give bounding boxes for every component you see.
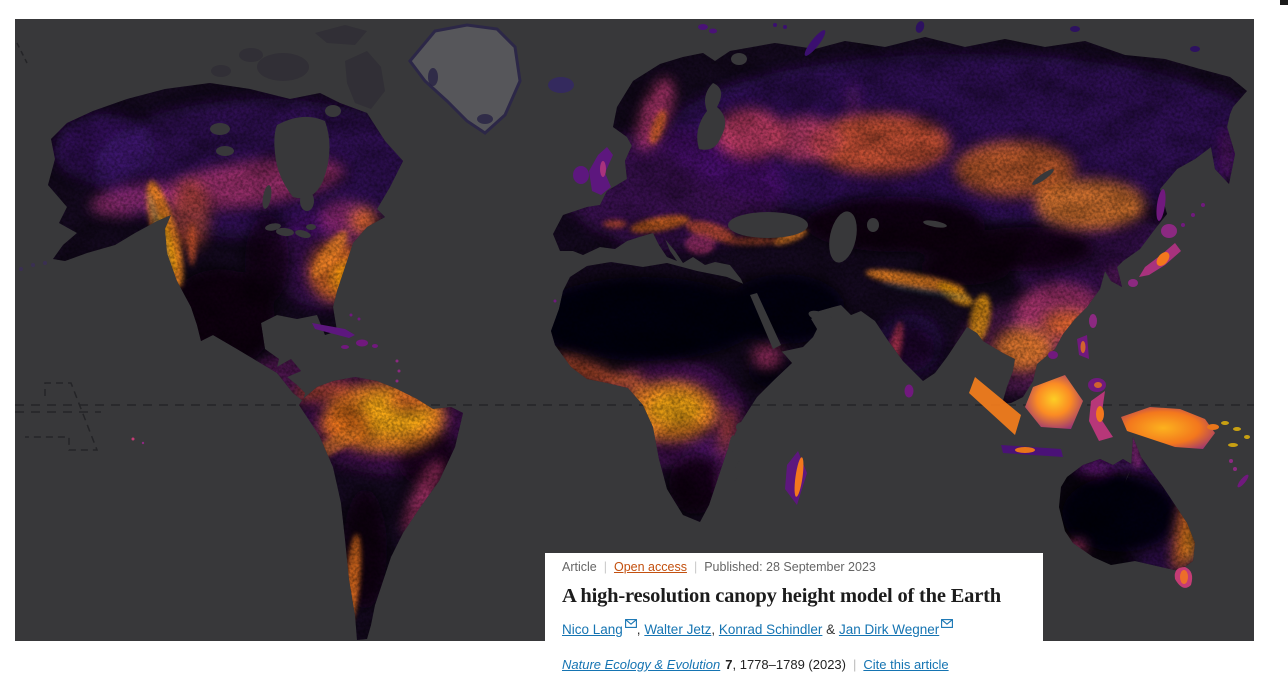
window-edge-artifact [1280,0,1288,5]
author-link[interactable]: Jan Dirk Wegner [839,619,954,637]
email-icon[interactable] [624,619,637,628]
inland-seas [210,53,1054,481]
separator: | [852,657,857,672]
world-canopy-height-map [15,19,1254,641]
volume-number: 7 [725,657,733,672]
open-access-link[interactable]: Open access [613,560,687,574]
email-icon[interactable] [941,619,954,628]
greenland-no-data [408,23,522,135]
separator: | [603,560,607,574]
journal-link[interactable]: Nature Ecology & Evolution [562,657,721,672]
author-separator: , [636,622,645,637]
author-link[interactable]: Konrad Schindler [718,622,823,637]
published-date: Published: 28 September 2023 [704,560,876,574]
landmasses [48,23,1247,640]
author-list: Nico Lang, Walter Jetz, Konrad Schindler… [562,619,1027,639]
citation-line: Nature Ecology & Evolution 7, 1778–1789 (… [562,656,1027,674]
author-separator: , [711,622,719,637]
separator: | [693,560,698,574]
pages-year: , 1778–1789 (2023) [732,657,846,672]
author-link[interactable]: Nico Lang [562,619,637,637]
author-separator: & [822,622,839,637]
arctic-islands [211,25,385,109]
article-type-label: Article [562,560,597,574]
canopy-height-map-image [15,19,1254,641]
islands [19,21,1250,588]
article-meta-line: Article | Open access | Published: 28 Septem… [562,559,1027,576]
article-info-card: Article | Open access | Published: 28 Septem… [545,553,1043,680]
article-title: A high-resolution canopy height model of… [562,585,1001,607]
author-link[interactable]: Walter Jetz [644,622,712,637]
cite-this-article-link[interactable]: Cite this article [863,657,949,672]
